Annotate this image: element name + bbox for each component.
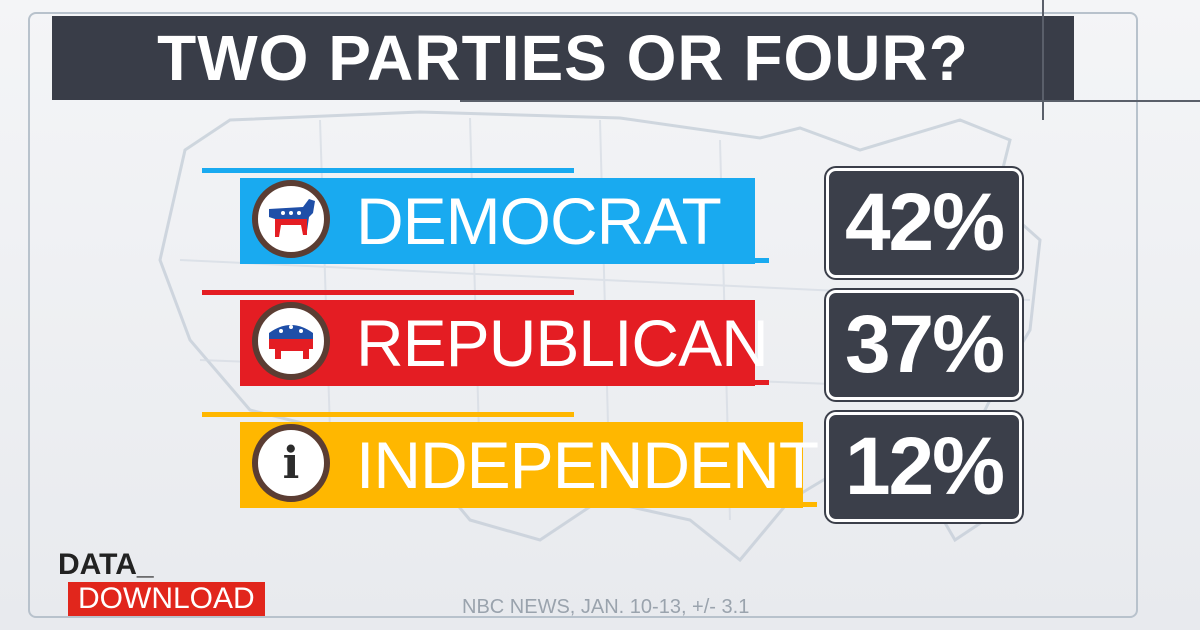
independent-accent-line bbox=[202, 412, 574, 417]
info-icon: i bbox=[252, 424, 330, 502]
value-box-republican: 37% bbox=[826, 290, 1022, 400]
donkey-icon bbox=[252, 180, 330, 258]
data-download-logo-bottom: DOWNLOAD bbox=[68, 582, 265, 616]
source-note: NBC NEWS, JAN. 10-13, +/- 3.1 bbox=[462, 596, 750, 618]
chart-title-box: TWO PARTIES OR FOUR? bbox=[52, 16, 1074, 100]
value-label-republican: 37% bbox=[844, 299, 1005, 390]
category-label-independent: INDEPENDENT bbox=[356, 428, 819, 502]
decorative-line bbox=[460, 100, 1200, 102]
value-box-democrat: 42% bbox=[826, 168, 1022, 278]
democrat-accent-line bbox=[202, 168, 574, 173]
republican-accent-line bbox=[202, 290, 574, 295]
chart-title: TWO PARTIES OR FOUR? bbox=[157, 22, 969, 94]
data-download-logo-top: DATA_ bbox=[58, 548, 154, 581]
decorative-line bbox=[1042, 0, 1044, 120]
value-label-independent: 12% bbox=[844, 421, 1005, 512]
category-label-republican: REPUBLICAN bbox=[356, 306, 769, 380]
elephant-icon bbox=[252, 302, 330, 380]
value-box-independent: 12% bbox=[826, 412, 1022, 522]
chart-frame bbox=[28, 12, 1138, 618]
category-label-democrat: DEMOCRAT bbox=[356, 184, 722, 258]
value-label-democrat: 42% bbox=[844, 177, 1005, 268]
bar-independent: INDEPENDENT bbox=[240, 422, 819, 508]
